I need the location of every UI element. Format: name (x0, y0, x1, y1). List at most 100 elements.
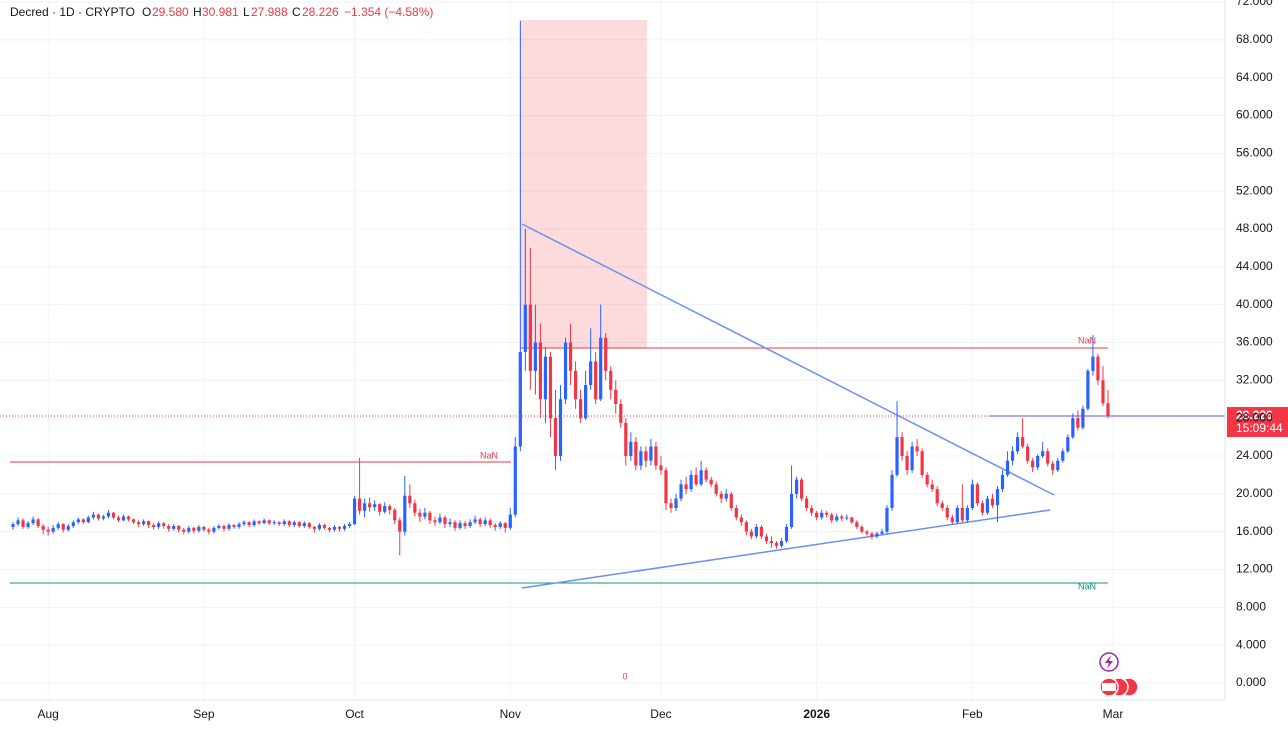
candle-body (483, 520, 487, 525)
candle-body (352, 498, 357, 525)
candle-body (995, 489, 1000, 506)
candle-body (136, 522, 141, 525)
candle-body (639, 451, 643, 466)
candle-body (388, 506, 392, 510)
candle-body (1000, 474, 1005, 490)
candle-body (709, 479, 713, 485)
candle-body (468, 522, 472, 526)
candle-body (21, 520, 25, 527)
candle-body (563, 342, 568, 400)
candle-body (1021, 437, 1025, 447)
candle-body (649, 446, 653, 461)
drawing-label: NaN (480, 450, 498, 460)
candle-body (664, 470, 668, 504)
candle-body (744, 522, 748, 532)
candle-body (423, 512, 427, 517)
candle-body (548, 356, 553, 419)
candle-body (357, 498, 362, 511)
candle-body (131, 519, 136, 523)
candle-body (895, 437, 899, 475)
candle-body (147, 521, 151, 526)
y-tick-label: 28.000 (1236, 410, 1273, 424)
candle-body (729, 493, 733, 509)
symbol: Decred · 1D · CRYPTO (10, 5, 135, 19)
candle-body (378, 504, 382, 512)
candle-body (1086, 370, 1090, 409)
candle-body (36, 519, 40, 526)
candle-body (699, 470, 703, 485)
candle-body (870, 533, 874, 537)
candle-body (990, 498, 995, 506)
candle-body (363, 503, 367, 511)
candle-body (860, 526, 864, 532)
candle-body (232, 525, 236, 527)
candle-body (619, 403, 623, 423)
candle-body (81, 519, 85, 523)
candle-body (568, 342, 573, 371)
candle-body (1076, 418, 1080, 428)
candle-body (614, 389, 618, 404)
candle-body (61, 524, 65, 530)
candle-body (604, 337, 608, 371)
candle-body (46, 529, 50, 532)
candle-body (985, 498, 990, 513)
candle-body (302, 523, 306, 526)
candle-body (463, 523, 467, 526)
candle-body (659, 465, 663, 471)
candle-body (1015, 437, 1020, 452)
candle-body (197, 526, 201, 531)
alert-bolt (1105, 655, 1113, 669)
candle-body (558, 399, 563, 456)
candle-body (111, 512, 116, 518)
candle-body (553, 418, 558, 456)
drawing-label: NaN (1078, 335, 1096, 345)
candle-body (815, 512, 819, 518)
candle-body (116, 517, 121, 521)
flag-icon (1102, 683, 1116, 691)
legend-header: Decred · 1D · CRYPTO O 29.580 H 30.981 L… (10, 5, 433, 19)
candle-body (704, 470, 708, 480)
candle-body (71, 522, 75, 526)
candle-body (247, 522, 251, 526)
candle-body (594, 361, 598, 400)
candle-body (106, 512, 111, 517)
candle-body (1046, 451, 1050, 464)
candle-body (337, 526, 342, 529)
candle-body (1010, 451, 1015, 461)
candle-body (162, 523, 166, 526)
candle-body (287, 521, 291, 526)
drawing-label: NaN (1078, 581, 1096, 591)
candle-body (714, 484, 718, 494)
candle-body (418, 512, 422, 517)
candle-body (192, 527, 196, 531)
candle-body (217, 525, 221, 528)
y-tick-label: 72.000 (1236, 0, 1273, 8)
candle-body (674, 498, 678, 509)
candle-body (182, 529, 186, 532)
candle-body (277, 522, 281, 525)
change: −1.354 (−4.58%) (344, 5, 433, 19)
low-value: 27.988 (251, 5, 288, 19)
x-tick-label: Mar (1103, 707, 1124, 721)
candle-body (488, 520, 492, 526)
candle-body (960, 508, 964, 521)
candle-body (101, 516, 106, 519)
countdown: 15:09:44 (1236, 421, 1283, 435)
candle-body (820, 512, 824, 518)
candle-body (724, 493, 728, 499)
x-tick-label: Sep (193, 707, 215, 721)
y-tick-label: 40.000 (1236, 297, 1273, 311)
candle-body (272, 522, 276, 524)
candle-body (66, 525, 70, 530)
candle-body (373, 504, 377, 508)
candle-body (413, 503, 417, 513)
candle-body (51, 527, 55, 532)
candle-body (584, 385, 588, 419)
candle-body (910, 446, 914, 471)
candle-body (257, 521, 261, 524)
candle-body (880, 531, 884, 534)
candle-body (126, 516, 131, 520)
candle-body (503, 523, 507, 528)
